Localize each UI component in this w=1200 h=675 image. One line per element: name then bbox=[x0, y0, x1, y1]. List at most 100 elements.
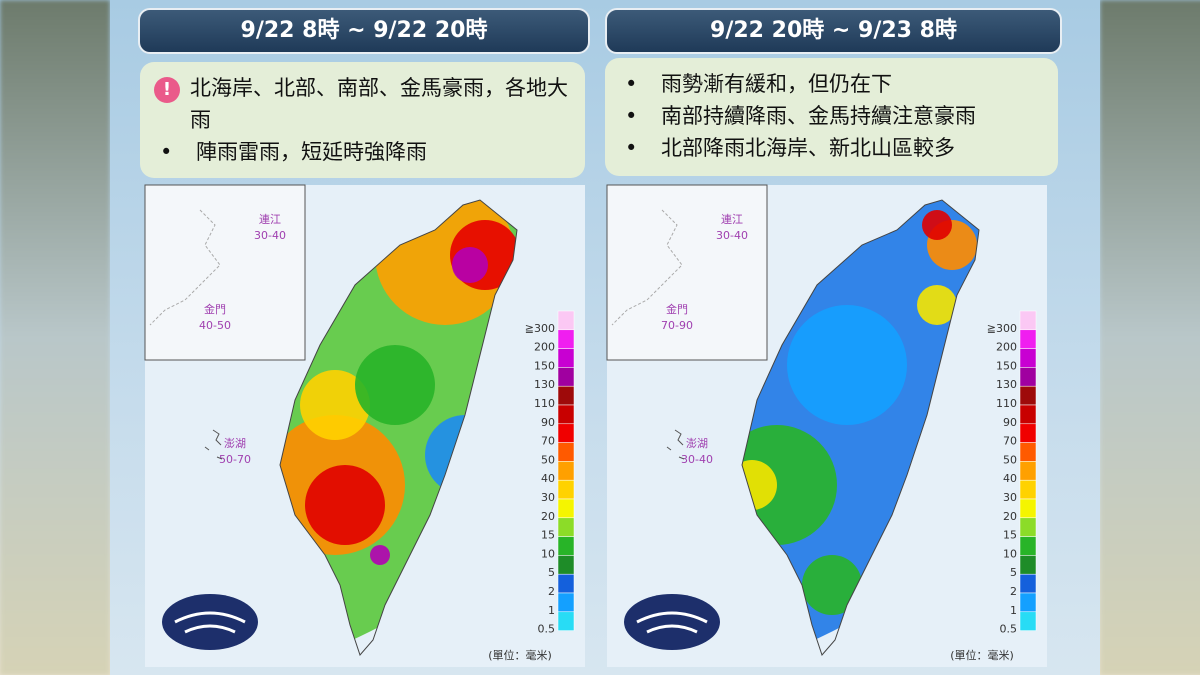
inset-name: 金門 bbox=[204, 302, 226, 316]
legend-swatch bbox=[557, 348, 575, 368]
rain-area bbox=[802, 555, 862, 615]
legend-label: 10 bbox=[541, 547, 555, 560]
legend-label: 150 bbox=[534, 359, 555, 372]
legend-swatch bbox=[557, 423, 575, 443]
inset-frame bbox=[606, 184, 768, 361]
legend-swatch bbox=[1019, 310, 1037, 331]
legend-label: 200 bbox=[534, 341, 555, 354]
legend-swatch bbox=[557, 536, 575, 556]
inset-range: 30-40 bbox=[681, 453, 713, 466]
bullet-text: 南部持續降雨、金馬持續注意豪雨 bbox=[661, 104, 976, 128]
legend-swatch bbox=[557, 461, 575, 481]
legend-label: 150 bbox=[996, 359, 1017, 372]
rain-area bbox=[280, 200, 517, 655]
legend-swatch bbox=[557, 573, 575, 594]
cwa-logo-mark bbox=[636, 611, 708, 634]
legend-label: 130 bbox=[996, 378, 1017, 391]
rainfall-map: 連江30-40金門70-90澎湖30-40≧300200150130110907… bbox=[606, 184, 1047, 667]
legend-label: 20 bbox=[1003, 510, 1017, 523]
inset-range: 30-40 bbox=[254, 229, 286, 242]
bullet: • 陣雨雷雨，短延時強降雨 bbox=[154, 136, 571, 168]
legend-label: 40 bbox=[1003, 472, 1017, 485]
legend-swatch bbox=[1019, 461, 1037, 481]
rain-area bbox=[742, 460, 777, 510]
bullet: • 南部持續降雨、金馬持續注意豪雨 bbox=[619, 100, 1044, 132]
legend-swatch bbox=[557, 367, 575, 387]
rain-area bbox=[787, 305, 907, 425]
cwa-logo-mark bbox=[174, 611, 246, 634]
unit-label: (單位：毫米) bbox=[950, 648, 1014, 662]
rainfall-map: 連江30-40金門40-50澎湖50-70≧300200150130110907… bbox=[144, 184, 585, 667]
legend-swatch bbox=[1019, 592, 1037, 613]
rain-area bbox=[452, 247, 488, 283]
rain-area bbox=[305, 465, 385, 545]
legend-label: ≧300 bbox=[987, 322, 1017, 335]
legend-label: 30 bbox=[1003, 491, 1017, 504]
island bbox=[742, 200, 979, 655]
legend-label: 2 bbox=[548, 585, 555, 598]
legend-label: 1 bbox=[548, 604, 555, 617]
legend-swatch bbox=[1019, 536, 1037, 556]
inset-range: 70-90 bbox=[661, 319, 693, 332]
inset-range: 40-50 bbox=[199, 319, 231, 332]
inset-name: 連江 bbox=[721, 212, 743, 226]
legend-label: 5 bbox=[548, 566, 555, 579]
island bbox=[280, 200, 517, 655]
legend-swatch bbox=[1019, 385, 1037, 406]
legend-swatch bbox=[1019, 442, 1037, 462]
bullet-text: 陣雨雷雨，短延時強降雨 bbox=[196, 140, 427, 164]
legend-label: 20 bbox=[541, 510, 555, 523]
rain-area bbox=[917, 285, 957, 325]
legend-swatch bbox=[1019, 498, 1037, 519]
legend-swatch bbox=[557, 329, 575, 349]
summary-box: • 雨勢漸有緩和，但仍在下 • 南部持續降雨、金馬持續注意豪雨 • 北部降雨北海岸、新… bbox=[605, 58, 1058, 176]
legend-swatch bbox=[1019, 517, 1037, 537]
bullet-text: 北部降雨北海岸、新北山區較多 bbox=[661, 136, 955, 160]
inset-range: 50-70 bbox=[219, 453, 251, 466]
island-outline bbox=[279, 199, 518, 656]
legend-swatch bbox=[1019, 329, 1037, 349]
rain-area bbox=[355, 345, 435, 425]
legend-label: 90 bbox=[541, 416, 555, 429]
coastline bbox=[611, 209, 683, 326]
legend-label: 30 bbox=[541, 491, 555, 504]
rain-area bbox=[922, 210, 952, 240]
summary-box: ! 北海岸、北部、南部、金馬豪雨，各地大雨 • 陣雨雷雨，短延時強降雨 bbox=[140, 62, 585, 178]
cwa-logo bbox=[162, 594, 258, 650]
background bbox=[1100, 0, 1200, 675]
inset-range: 30-40 bbox=[716, 229, 748, 242]
inset-frame bbox=[144, 184, 306, 361]
legend-swatch bbox=[1019, 555, 1037, 575]
legend-label: 5 bbox=[1010, 566, 1017, 579]
legend-label: 50 bbox=[541, 453, 555, 466]
inset-name: 澎湖 bbox=[686, 437, 708, 450]
legend-swatch bbox=[557, 517, 575, 537]
legend-label: 50 bbox=[1003, 453, 1017, 466]
legend-swatch bbox=[557, 404, 575, 425]
unit-label: (單位：毫米) bbox=[488, 648, 552, 662]
legend-label: 10 bbox=[1003, 547, 1017, 560]
legend-label: 200 bbox=[996, 341, 1017, 354]
cwa-logo bbox=[624, 594, 720, 650]
legend-swatch bbox=[1019, 367, 1037, 387]
inset-name: 澎湖 bbox=[224, 437, 246, 450]
legend-swatch bbox=[1019, 348, 1037, 368]
rain-area bbox=[370, 545, 390, 565]
period-header: 9/22 20時 ~ 9/23 8時 bbox=[605, 8, 1062, 54]
legend-label: 110 bbox=[996, 397, 1017, 410]
inset-name: 金門 bbox=[666, 302, 688, 316]
legend-swatch bbox=[557, 310, 575, 331]
legend-label: 110 bbox=[534, 397, 555, 410]
legend-swatch bbox=[1019, 423, 1037, 443]
coastline bbox=[149, 209, 221, 326]
inset-name: 連江 bbox=[259, 212, 281, 226]
island-outline bbox=[741, 199, 980, 656]
rain-area bbox=[742, 200, 979, 655]
legend-swatch bbox=[557, 498, 575, 519]
legend-label: 90 bbox=[1003, 416, 1017, 429]
legend-label: 15 bbox=[541, 529, 555, 542]
legend-label: 0.5 bbox=[538, 623, 556, 636]
legend-swatch bbox=[557, 611, 575, 631]
